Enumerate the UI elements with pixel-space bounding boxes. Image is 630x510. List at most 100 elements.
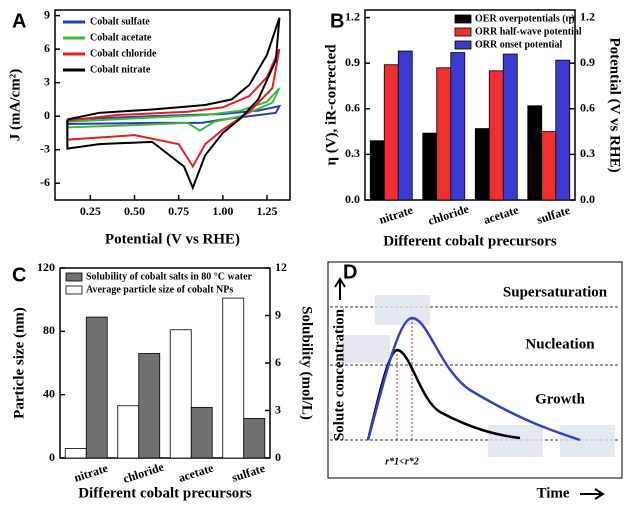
lattice-icon — [488, 425, 543, 457]
bar — [527, 105, 543, 201]
lattice-icon — [560, 425, 615, 457]
x-tick-label: acetate — [177, 460, 216, 485]
legend-label: Solubility of cobalt salts in 80 °C wate… — [86, 271, 253, 282]
y2-tick-label: 1.2 — [580, 9, 595, 23]
bar — [422, 132, 438, 201]
legend-swatch — [65, 272, 83, 282]
y-tick-label: 120 — [37, 260, 55, 274]
bar — [488, 70, 504, 201]
panel-frame — [327, 261, 623, 479]
legend-label: ORR onset potential — [475, 39, 562, 50]
bar — [222, 297, 245, 459]
x-tick-label: chloride — [121, 459, 166, 485]
bar — [117, 405, 140, 459]
legend-swatch — [454, 14, 472, 24]
arrow — [580, 488, 605, 500]
y-tick-label: 0 — [49, 450, 55, 464]
cv-curve — [66, 87, 281, 132]
x-tick-label: 0.75 — [168, 204, 189, 218]
legend-swatch — [454, 40, 472, 50]
x-tick-label: nitrate — [72, 461, 110, 485]
panel-label: C — [12, 264, 26, 286]
x-tick-label: 0.50 — [124, 204, 145, 218]
bar — [555, 59, 571, 201]
y-tick-label: 1.2 — [345, 9, 360, 23]
bar — [190, 406, 213, 459]
x-tick-label: chloride — [426, 201, 471, 227]
x-tick-label: acetate — [482, 202, 521, 227]
x-tick-label: 0.25 — [80, 204, 101, 218]
y2-tick-label: 9 — [275, 307, 281, 321]
y-axis-label: Solute concentration — [331, 308, 347, 441]
legend-label: Cobalt acetate — [90, 32, 152, 43]
y2-axis-label: Potential (V vs RHE) — [607, 37, 623, 172]
x-tick-label: 1.00 — [212, 204, 233, 218]
x-tick-label: sulfate — [535, 203, 572, 227]
bar — [369, 140, 385, 201]
y2-tick-label: 0 — [275, 450, 281, 464]
bar — [169, 329, 192, 459]
y2-axis-label: Solubility (mol/L) — [299, 306, 315, 420]
y2-tick-label: 0.6 — [580, 101, 595, 115]
y-tick-label: -3 — [40, 141, 50, 155]
y-tick-label: 9 — [44, 7, 50, 21]
y2-tick-label: 0.9 — [580, 55, 595, 69]
bar — [243, 418, 266, 459]
plot-frame — [54, 9, 291, 201]
cv-curve — [66, 48, 281, 169]
legend-label: Cobalt nitrate — [90, 64, 151, 75]
y-tick-label: 0.0 — [345, 192, 360, 206]
region-label: Supersaturation — [503, 284, 608, 300]
legend-label: OER overpotentials (η) — [475, 13, 575, 24]
legend-label: ORR half-wave potential — [475, 26, 582, 37]
bar — [85, 316, 108, 459]
panel-d: D Supersaturation Nucleation Growth r*1<… — [327, 261, 623, 501]
y2-tick-label: 3 — [275, 402, 281, 416]
bar — [64, 448, 87, 459]
radius-note: r*1<r*2 — [385, 456, 418, 467]
y-tick-label: 0.3 — [345, 146, 360, 160]
bar — [436, 67, 452, 201]
bar — [138, 353, 161, 459]
y2-tick-label: 6 — [275, 355, 281, 369]
y-tick-label: 0.6 — [345, 101, 360, 115]
panel-label: A — [12, 10, 26, 32]
x-axis-label: Potential (V vs RHE) — [105, 231, 240, 247]
y-tick-label: 80 — [43, 323, 55, 337]
panel-label: B — [330, 10, 344, 32]
bar — [383, 64, 399, 201]
legend-swatch — [454, 27, 472, 37]
y-tick-label: 6 — [44, 41, 50, 55]
y2-tick-label: 0.0 — [580, 192, 595, 206]
y-axis-label: η (V), iR-corrected — [323, 44, 339, 166]
y2-tick-label: 0.3 — [580, 146, 595, 160]
y-axis-label: J (mA/cm²) — [7, 69, 23, 141]
bar — [502, 53, 518, 201]
y2-tick-label: 12 — [275, 260, 287, 274]
bar — [474, 128, 490, 201]
x-tick-label: 1.25 — [257, 204, 278, 218]
y-tick-label: 0 — [44, 108, 50, 122]
region-label: Nucleation — [525, 336, 595, 352]
bar — [450, 52, 466, 201]
curve-blue — [366, 316, 581, 442]
y-tick-label: 0.9 — [345, 55, 360, 69]
y-tick-label: 3 — [44, 74, 50, 88]
legend-label: Cobalt sulfate — [90, 16, 150, 27]
x-tick-label: sulfate — [230, 461, 267, 485]
cv-curve — [66, 17, 281, 191]
panel-label: D — [343, 261, 357, 283]
y-axis-label: Particle size (nm) — [11, 307, 27, 419]
plot-frame — [364, 9, 576, 201]
bar — [397, 50, 413, 201]
region-label: Growth — [535, 391, 585, 407]
legend-label: Cobalt chloride — [90, 48, 157, 59]
legend-label: Average particle size of cobalt NPs — [86, 284, 233, 295]
x-axis-label: Different cobalt precursors — [383, 233, 557, 249]
x-axis-label: Different cobalt precursors — [78, 485, 252, 501]
y-tick-label: 40 — [43, 386, 55, 400]
y-tick-label: -6 — [40, 175, 50, 189]
lattice-icon — [340, 335, 390, 363]
x-axis-label: Time — [536, 485, 569, 501]
